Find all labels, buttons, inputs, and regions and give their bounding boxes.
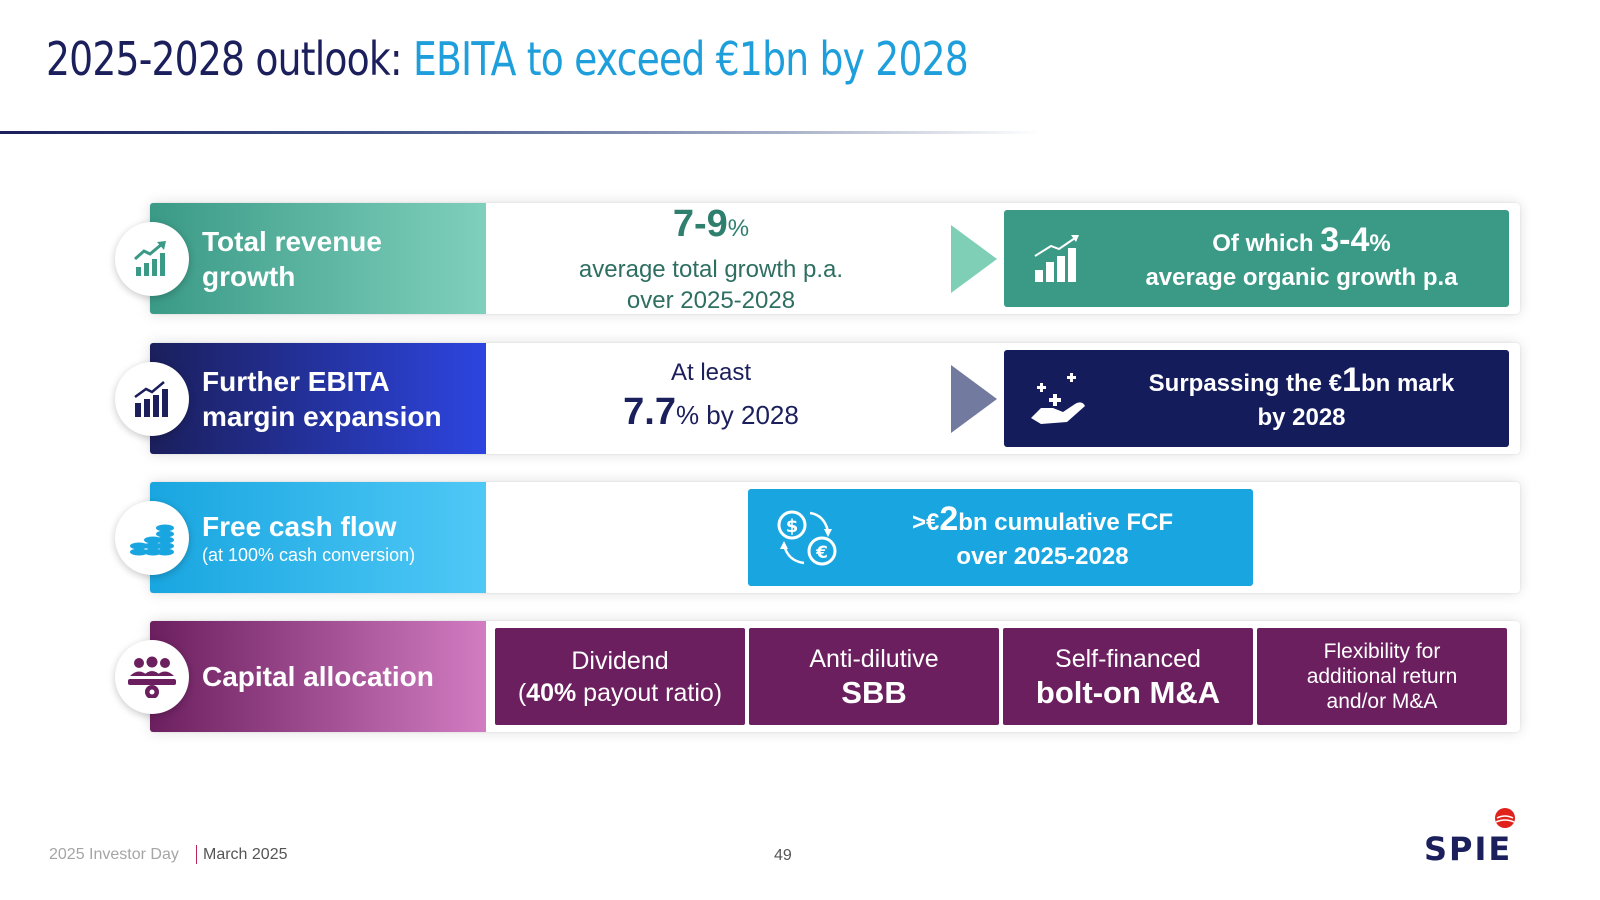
row-capital-allocation: Capital allocation Dividend (40% payout … (115, 621, 1520, 732)
team-gear-icon (115, 640, 189, 714)
flex-line1: Flexibility for (1323, 640, 1441, 663)
row-label-fcf: Free cash flow (at 100% cash conversion) (150, 482, 486, 593)
footer-separator (196, 845, 197, 864)
sbb-line2: SBB (841, 674, 907, 710)
footer-date: March 2025 (203, 846, 288, 863)
title-underline (0, 131, 1040, 134)
organic-prefix: Of which (1212, 229, 1321, 257)
fcf-suffix: bn cumulative FCF (958, 508, 1173, 536)
title-part-1: 2025-2028 outlook: (46, 32, 413, 86)
capital-box-flexibility: Flexibility for additional return and/or… (1257, 628, 1507, 725)
ebita-suffix: % by 2028 (675, 399, 799, 430)
sbb-line1: Anti-dilutive (809, 644, 939, 673)
growth-chart-icon (115, 222, 189, 296)
svg-text:$: $ (786, 516, 799, 537)
row-label-capital: Capital allocation (150, 621, 486, 732)
arrow-right-icon (951, 365, 997, 433)
revenue-value: 7-9 (672, 202, 728, 245)
fcf-box: $ € >€2bn cumulative FCF over 2025-2028 (748, 489, 1253, 586)
fcf-prefix: >€ (912, 508, 940, 536)
ebita-1bn-value: 1 (1342, 360, 1361, 399)
capital-box-sbb: Anti-dilutive SBB (749, 628, 999, 725)
ebita-1bn-box: Surpassing the €1bn mark by 2028 (1004, 350, 1509, 447)
dividend-open-paren: ( (517, 678, 527, 707)
ebita-mid-text: At least 7.7% by 2028 (486, 343, 936, 454)
footer-event: 2025 Investor Day (49, 846, 179, 863)
bolt-on-line1: Self-financed (1055, 644, 1201, 673)
revenue-unit: % (727, 214, 750, 242)
fcf-label: Free cash flow (202, 511, 397, 542)
svg-text:€: € (815, 543, 828, 563)
revenue-label: Total revenue growth (202, 225, 382, 292)
capital-box-dividend: Dividend (40% payout ratio) (495, 628, 745, 725)
ebita-label: Further EBITA margin expansion (202, 365, 442, 432)
revenue-mid-text: 7-9% average total growth p.a. over 2025… (486, 203, 936, 314)
fcf-value: 2 (939, 499, 959, 538)
organic-unit: % (1369, 229, 1391, 257)
ebita-line1: At least (670, 358, 752, 386)
organic-growth-box: Of which 3-4% average organic growth p.a (1004, 210, 1509, 307)
spie-logo: SPIE (1424, 806, 1546, 868)
ebita-value: 7.7 (623, 390, 676, 433)
fcf-line2: over 2025-2028 (956, 542, 1129, 570)
flex-line3: and/or M&A (1326, 690, 1438, 713)
bar-chart-up-icon (115, 362, 189, 436)
bolt-on-line2: bolt-on M&A (1035, 674, 1221, 710)
page-title: 2025-2028 outlook: EBITA to exceed €1bn … (46, 32, 969, 86)
organic-value: 3-4 (1320, 220, 1370, 259)
currency-exchange-icon: $ € (748, 507, 868, 569)
ebita-1bn-line2: by 2028 (1257, 403, 1346, 431)
ebita-1bn-suffix: bn mark (1360, 369, 1455, 397)
capital-box-bolt-on: Self-financed bolt-on M&A (1003, 628, 1253, 725)
row-label-revenue: Total revenue growth (150, 203, 486, 314)
row-ebita-margin: Further EBITA margin expansion At least … (115, 343, 1520, 454)
dividend-payout-value: 40% (526, 678, 577, 707)
dividend-line1: Dividend (571, 646, 669, 675)
flex-line2: additional return (1306, 665, 1458, 688)
arrow-right-icon (951, 225, 997, 293)
capital-label: Capital allocation (202, 661, 434, 692)
logo-wordmark: SPIE (1424, 830, 1512, 864)
row-revenue-growth: Total revenue growth 7-9% average total … (115, 203, 1520, 314)
hand-sparkle-icon (1004, 368, 1114, 430)
dividend-line2: payout ratio) (576, 678, 723, 707)
coins-stack-icon (115, 501, 189, 575)
bar-chart-trend-icon (1004, 234, 1114, 284)
revenue-line2: over 2025-2028 (626, 286, 796, 314)
organic-line2: average organic growth p.a (1145, 263, 1458, 291)
fcf-sublabel: (at 100% cash conversion) (202, 545, 416, 565)
row-label-ebita: Further EBITA margin expansion (150, 343, 486, 454)
title-part-2: EBITA to exceed €1bn by 2028 (412, 32, 969, 86)
page-number: 49 (774, 847, 792, 864)
row-free-cash-flow: Free cash flow (at 100% cash conversion)… (115, 482, 1520, 593)
ebita-1bn-prefix: Surpassing the € (1148, 369, 1343, 397)
revenue-line1: average total growth p.a. (578, 255, 844, 283)
